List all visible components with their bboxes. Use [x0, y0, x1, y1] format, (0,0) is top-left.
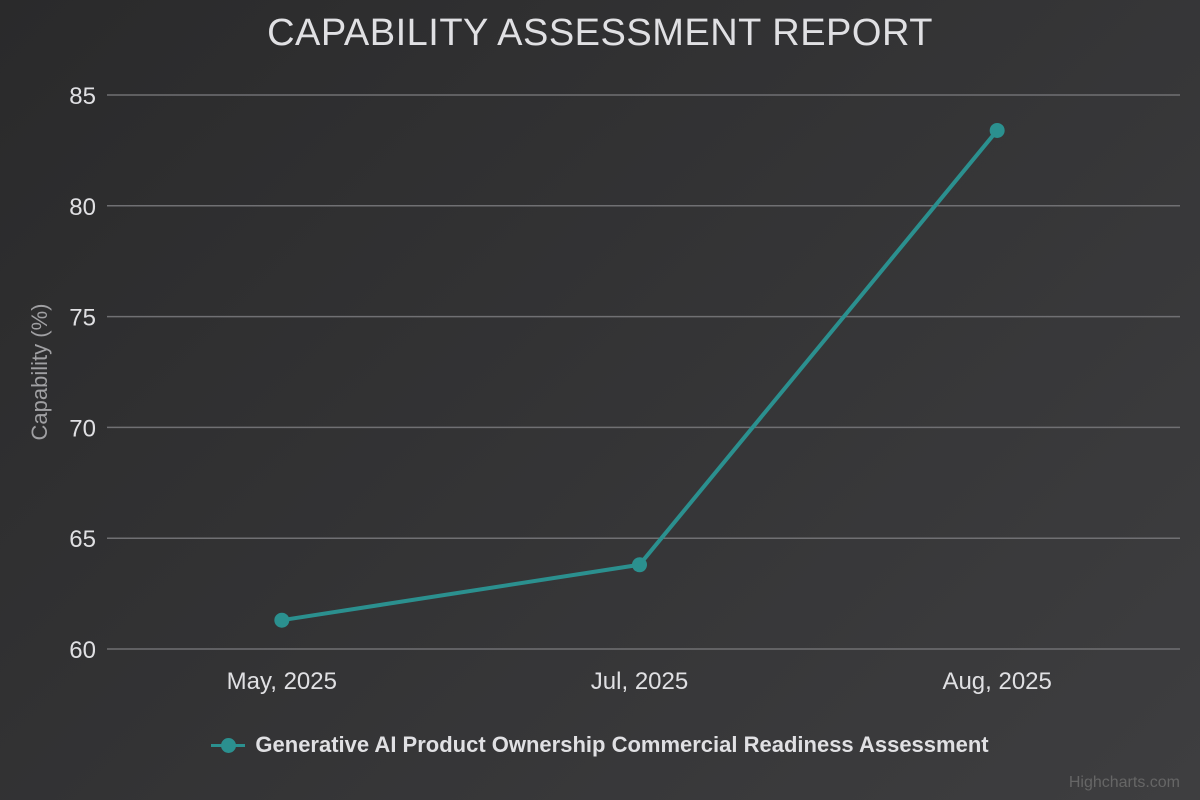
y-tick-label: 85 — [69, 83, 96, 110]
x-tick-label: Jul, 2025 — [591, 668, 688, 695]
y-tick-label: 70 — [69, 415, 96, 442]
legend-item[interactable]: Generative AI Product Ownership Commerci… — [0, 732, 1200, 758]
y-axis-title: Capability (%) — [27, 304, 52, 441]
legend-symbol-icon — [211, 735, 246, 755]
data-point[interactable] — [274, 612, 290, 628]
y-tick-label: 60 — [69, 637, 96, 664]
x-axis-ticks: May, 2025 Jul, 2025 Aug, 2025 — [227, 668, 1052, 695]
series-line[interactable] — [281, 129, 999, 623]
x-tick-label: Aug, 2025 — [942, 668, 1051, 695]
y-tick-label: 65 — [69, 526, 96, 553]
legend-label: Generative AI Product Ownership Commerci… — [255, 732, 989, 757]
grid-lines — [107, 94, 1180, 650]
credits-link[interactable]: Highcharts.com — [1068, 774, 1180, 791]
data-point[interactable] — [632, 557, 647, 573]
x-tick-label: May, 2025 — [227, 668, 337, 695]
y-axis-ticks: 60 65 70 75 80 85 — [69, 83, 96, 664]
data-point[interactable] — [989, 122, 1005, 138]
y-tick-label: 80 — [69, 194, 96, 221]
chart-title: CAPABILITY ASSESSMENT REPORT — [267, 12, 933, 54]
y-tick-label: 75 — [69, 305, 96, 332]
series-layer — [274, 122, 1005, 628]
